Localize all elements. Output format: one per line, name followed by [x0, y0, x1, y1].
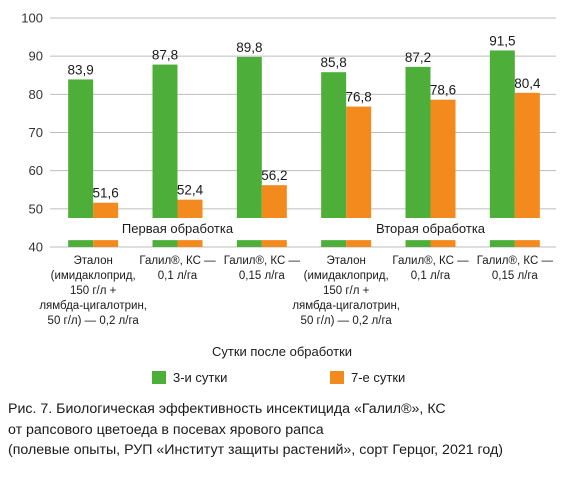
data-label: 52,4 — [177, 183, 204, 198]
group-labels: Первая обработка Вторая обработка — [122, 221, 486, 236]
y-tick-label: 80 — [29, 87, 43, 102]
data-label: 51,6 — [93, 186, 119, 201]
category-label: Галил®, КС — 0,1 л/га — [392, 255, 469, 282]
caption-line: от рапсового цветоеда в посевах ярового … — [8, 421, 324, 438]
x-axis-categories: Эталон (имидаклоприд, 150 г/л + лямбда-цига… — [39, 255, 553, 327]
data-label: 76,8 — [346, 90, 372, 105]
category-label-line: 50 г/л) — 0,2 л/га — [48, 315, 140, 327]
y-tick-label: 50 — [29, 201, 43, 216]
y-tick-label: 90 — [29, 49, 43, 64]
y-axis-ticks: 40 50 60 70 80 90 100 — [21, 11, 43, 255]
legend-swatch — [330, 371, 344, 384]
category-label-line: лямбда-цигалотрин, — [292, 300, 400, 312]
data-label: 87,2 — [405, 50, 431, 65]
caption-line: Рис. 7. Биологическая эффективность инсе… — [8, 401, 446, 417]
data-label: 80,4 — [514, 76, 541, 91]
y-tick-label: 40 — [29, 240, 43, 255]
bar — [236, 56, 262, 248]
y-tick-label: 60 — [29, 163, 43, 178]
data-label: 56,2 — [261, 168, 287, 183]
category-label-line: Галил®, КС — — [477, 255, 554, 267]
category-label-line: 150 г/л + — [323, 285, 370, 297]
data-label: 85,8 — [321, 55, 347, 70]
category-label: Эталон (имидаклоприд, 150 г/л + лямбда-цига… — [292, 255, 400, 327]
grid-lines — [50, 17, 556, 248]
category-label-line: (имидаклоприд, — [51, 270, 136, 282]
data-label: 83,9 — [68, 62, 94, 77]
x-axis-title: Сутки после обработки — [212, 344, 352, 359]
category-label-line: Галил®, КС — — [139, 255, 216, 267]
category-label-line: 150 г/л + — [70, 285, 117, 297]
category-label-line: лямбда-цигалотрин, — [39, 300, 147, 312]
legend-swatch — [152, 371, 166, 384]
bar — [321, 72, 347, 248]
category-label: Галил®, КС — 0,1 л/га — [139, 255, 216, 282]
category-label-line: Эталон — [73, 255, 112, 267]
category-label-line: Галил®, КС — — [392, 255, 469, 267]
group-label: Первая обработка — [122, 221, 234, 236]
category-label: Галил®, КС — 0,15 л/га — [224, 255, 301, 282]
category-label: Галил®, КС — 0,15 л/га — [477, 255, 554, 282]
group-label-band — [51, 217, 557, 241]
y-tick-label: 70 — [29, 125, 43, 140]
y-tick-label: 100 — [21, 11, 43, 26]
legend-label: 3-и сутки — [173, 370, 227, 385]
caption-line: (полевые опыты, РУП «Институт защиты рас… — [8, 442, 504, 458]
legend-label: 7-е сутки — [351, 370, 405, 385]
bar — [152, 64, 178, 248]
data-label: 78,6 — [430, 83, 456, 98]
figure-caption: Рис. 7. Биологическая эффективность инсе… — [8, 399, 556, 461]
label-band — [51, 217, 557, 241]
data-label: 91,5 — [489, 33, 515, 48]
category-label-line: Галил®, КС — — [224, 255, 301, 267]
category-label-line: 50 г/л) — 0,2 л/га — [301, 315, 393, 327]
data-label: 89,8 — [236, 40, 262, 55]
category-label-line: 0,15 л/га — [492, 270, 538, 282]
category-label-line: Эталон — [326, 255, 365, 267]
category-label-line: 0,15 л/га — [239, 270, 285, 282]
category-label-line: 0,1 л/га — [158, 270, 198, 282]
bar — [489, 50, 515, 247]
category-label: Эталон (имидаклоприд, 150 г/л + лямбда-цига… — [39, 255, 147, 327]
legend: 3-и сутки 7-е сутки — [152, 370, 405, 385]
category-label-line: (имидаклоприд, — [304, 270, 389, 282]
data-label: 87,8 — [152, 48, 178, 63]
category-label-line: 0,1 л/га — [411, 270, 451, 282]
bar — [405, 66, 431, 247]
data-labels: 83,9 51,6 87,8 52,4 89,8 56,2 85,8 76,8 87,2 78,6… — [68, 33, 541, 200]
bars — [68, 50, 540, 248]
group-label: Вторая обработка — [376, 221, 486, 236]
